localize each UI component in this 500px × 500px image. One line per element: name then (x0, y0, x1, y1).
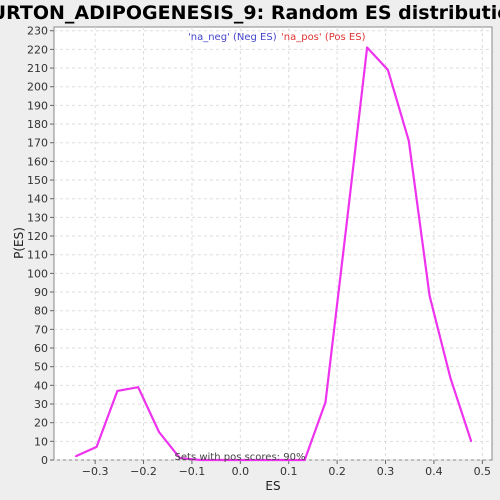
x-tick-label: 0.5 (474, 465, 492, 478)
chart-title: BURTON_ADIPOGENESIS_9: Random ES distrib… (0, 2, 500, 24)
y-tick-label: 110 (27, 249, 48, 262)
data-point (470, 440, 472, 443)
y-tick-label: 10 (34, 435, 48, 448)
y-tick-label: 60 (34, 342, 48, 355)
data-point (179, 457, 181, 459)
sets-annotation: Sets with pos scores: 90% (175, 452, 306, 463)
x-tick-label: −0.2 (130, 465, 157, 478)
y-axis-label: P(ES) (12, 227, 26, 259)
y-tick-label: 230 (27, 25, 48, 38)
legend: 'na_neg' (Neg ES) 'na_pos' (Pos ES) (188, 32, 366, 43)
data-point (324, 401, 327, 403)
data-point (116, 390, 119, 392)
y-tick-label: 170 (27, 137, 48, 150)
x-tick-label: 0.0 (232, 465, 250, 478)
data-point (449, 377, 452, 379)
y-tick-label: 140 (27, 193, 48, 206)
data-point (199, 459, 202, 461)
y-tick-label: 90 (34, 286, 48, 299)
data-point (95, 446, 98, 448)
y-tick-label: 130 (27, 211, 48, 224)
data-point (158, 431, 160, 433)
data-point (387, 69, 389, 71)
y-tick-label: 20 (34, 417, 48, 430)
y-tick-label: 0 (41, 454, 48, 467)
x-tick-label: −0.3 (82, 465, 109, 478)
y-tick-label: 70 (34, 323, 48, 336)
y-tick-label: 150 (27, 174, 48, 187)
y-tick-label: 40 (34, 379, 48, 392)
x-tick-label: 0.2 (328, 465, 346, 478)
y-tick-label: 80 (34, 305, 48, 318)
y-tick-label: 200 (27, 81, 48, 94)
x-tick-label: −0.1 (179, 465, 206, 478)
y-tick-label: 180 (27, 118, 48, 131)
legend-entry: 'na_neg' (Neg ES) (188, 32, 277, 43)
data-point (303, 459, 306, 461)
x-tick-label: 0.4 (425, 465, 443, 478)
data-point (366, 46, 368, 49)
data-point (428, 294, 431, 297)
axis-layer: 0 10 20 30 40 50 60 70 80 90 100 110 120 130 140 150 160… (27, 25, 491, 478)
data-point (407, 140, 410, 142)
y-tick-label: 210 (27, 62, 48, 75)
data-point (137, 386, 140, 389)
y-tick-label: 160 (27, 155, 48, 168)
data-point (283, 459, 285, 461)
data-point (345, 225, 348, 228)
plot-area (53, 26, 493, 461)
legend-entry: 'na_pos' (Pos ES) (281, 32, 366, 43)
y-tick-label: 190 (27, 99, 48, 112)
series-layer (74, 46, 473, 462)
x-tick-label: 0.3 (377, 465, 395, 478)
grid-layer (54, 27, 492, 461)
series-line (75, 46, 473, 462)
y-tick-label: 100 (27, 267, 48, 280)
data-point (262, 459, 264, 461)
x-tick-label: 0.1 (280, 465, 298, 478)
y-tick-label: 120 (27, 230, 48, 243)
y-tick-label: 50 (34, 361, 48, 374)
y-tick-label: 30 (34, 398, 48, 411)
x-axis-label: ES (265, 479, 280, 493)
data-point (220, 459, 223, 461)
y-tick-label: 220 (27, 43, 48, 56)
data-point (241, 459, 244, 461)
data-point (74, 455, 77, 458)
